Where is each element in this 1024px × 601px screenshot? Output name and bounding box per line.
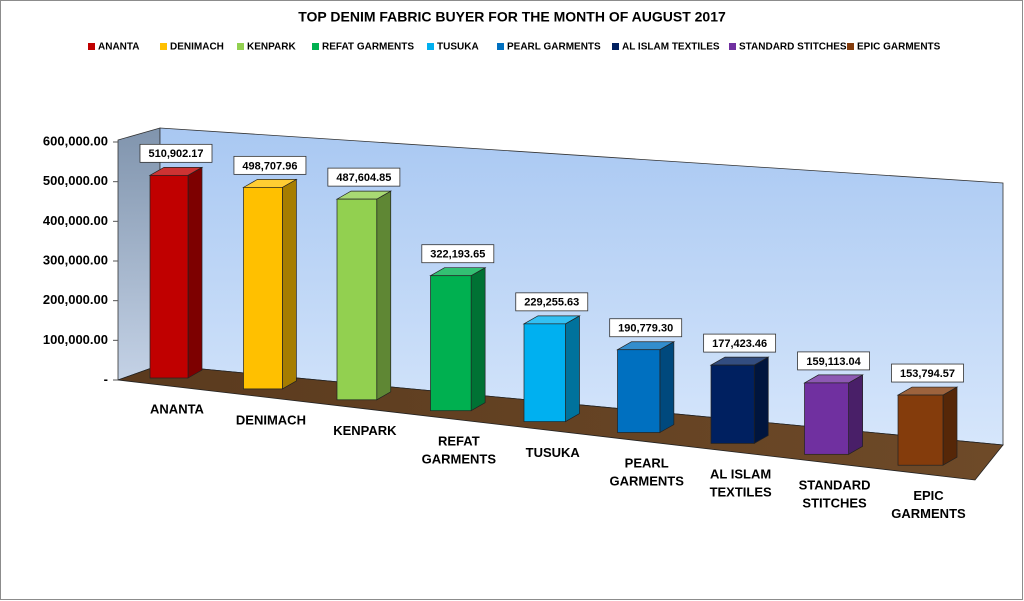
bar [617, 349, 661, 433]
value-label: 153,794.57 [900, 368, 955, 380]
legend-label: AL ISLAM TEXTILES [622, 42, 720, 53]
value-label: 190,779.30 [618, 323, 673, 335]
value-label: 177,423.46 [712, 338, 767, 350]
bar-side [848, 374, 863, 455]
bar [149, 174, 189, 379]
legend-swatch [312, 43, 319, 50]
y-tick-label: 100,000.00 [43, 332, 108, 347]
value-label: 159,113.04 [806, 356, 861, 368]
y-tick-label: - [104, 371, 108, 386]
y-tick-label: 300,000.00 [43, 252, 108, 267]
x-tick-label: TUSUKA [526, 445, 581, 460]
value-label-box [421, 244, 495, 264]
bar-side [470, 267, 486, 412]
value-label-box [891, 363, 964, 383]
bar-side [565, 315, 580, 423]
value-label-box [327, 167, 401, 187]
x-tick-label: STANDARD STITCHES [799, 478, 871, 511]
value-label: 487,604.85 [336, 172, 391, 184]
x-tick-label: KENPARK [333, 423, 397, 438]
bar [523, 323, 566, 422]
bar-side [376, 190, 392, 401]
x-tick-label: PEARL GARMENTS [609, 456, 684, 489]
y-tick-label: 500,000.00 [43, 173, 108, 188]
bar [804, 382, 849, 455]
value-label-box [797, 351, 870, 371]
value-label-box [233, 155, 307, 175]
x-tick-label: DENIMACH [236, 412, 306, 427]
value-label: 229,255.63 [524, 297, 579, 309]
bar-side [659, 341, 675, 434]
plot: - 100,000.00 200,000.00 300,000.00 400,000.0… [43, 42, 966, 522]
chart-title: TOP DENIM FABRIC BUYER FOR THE MONTH OF … [298, 9, 726, 25]
legend-swatch [427, 43, 434, 50]
legend-label: TUSUKA [437, 42, 479, 53]
value-label: 498,707.96 [242, 160, 297, 172]
legend-swatch [237, 43, 244, 50]
legend-label: REFAT GARMENTS [322, 42, 414, 53]
bar [243, 187, 283, 390]
bar [897, 394, 944, 466]
legend-label: EPIC GARMENTS [857, 42, 941, 53]
legend-swatch [160, 43, 167, 50]
value-label-box [609, 318, 683, 338]
y-tick-label: 400,000.00 [43, 213, 108, 228]
legend-label: PEARL GARMENTS [507, 42, 601, 53]
value-label-box [139, 143, 213, 163]
value-label-box [515, 292, 589, 312]
bar-side [187, 166, 203, 379]
value-label: 322,193.65 [430, 249, 485, 261]
value-label-box [703, 333, 777, 353]
bar [336, 198, 378, 401]
bar-side [942, 386, 958, 466]
x-tick-label: AL ISLAM TEXTILES [710, 467, 772, 500]
value-label: 510,902.17 [148, 148, 203, 160]
legend-label: KENPARK [247, 42, 296, 53]
y-tick-label: 200,000.00 [43, 292, 108, 307]
legend-label: STANDARD STITCHES [739, 42, 847, 53]
legend-label: DENIMACH [170, 42, 224, 53]
bar [430, 275, 472, 412]
x-tick-label: ANANTA [150, 401, 205, 416]
legend-swatch [847, 43, 854, 50]
bar [710, 364, 755, 444]
legend-label: ANANTA [98, 42, 139, 53]
y-tick-label: 600,000.00 [43, 133, 108, 148]
legend-swatch [729, 43, 736, 50]
x-tick-label: EPIC GARMENTS [891, 489, 966, 522]
legend-swatch [88, 43, 95, 50]
legend-swatch [612, 43, 619, 50]
x-tick-label: REFAT GARMENTS [422, 434, 497, 467]
legend-swatch [497, 43, 504, 50]
bar-side [753, 356, 769, 445]
bar-side [282, 178, 297, 390]
